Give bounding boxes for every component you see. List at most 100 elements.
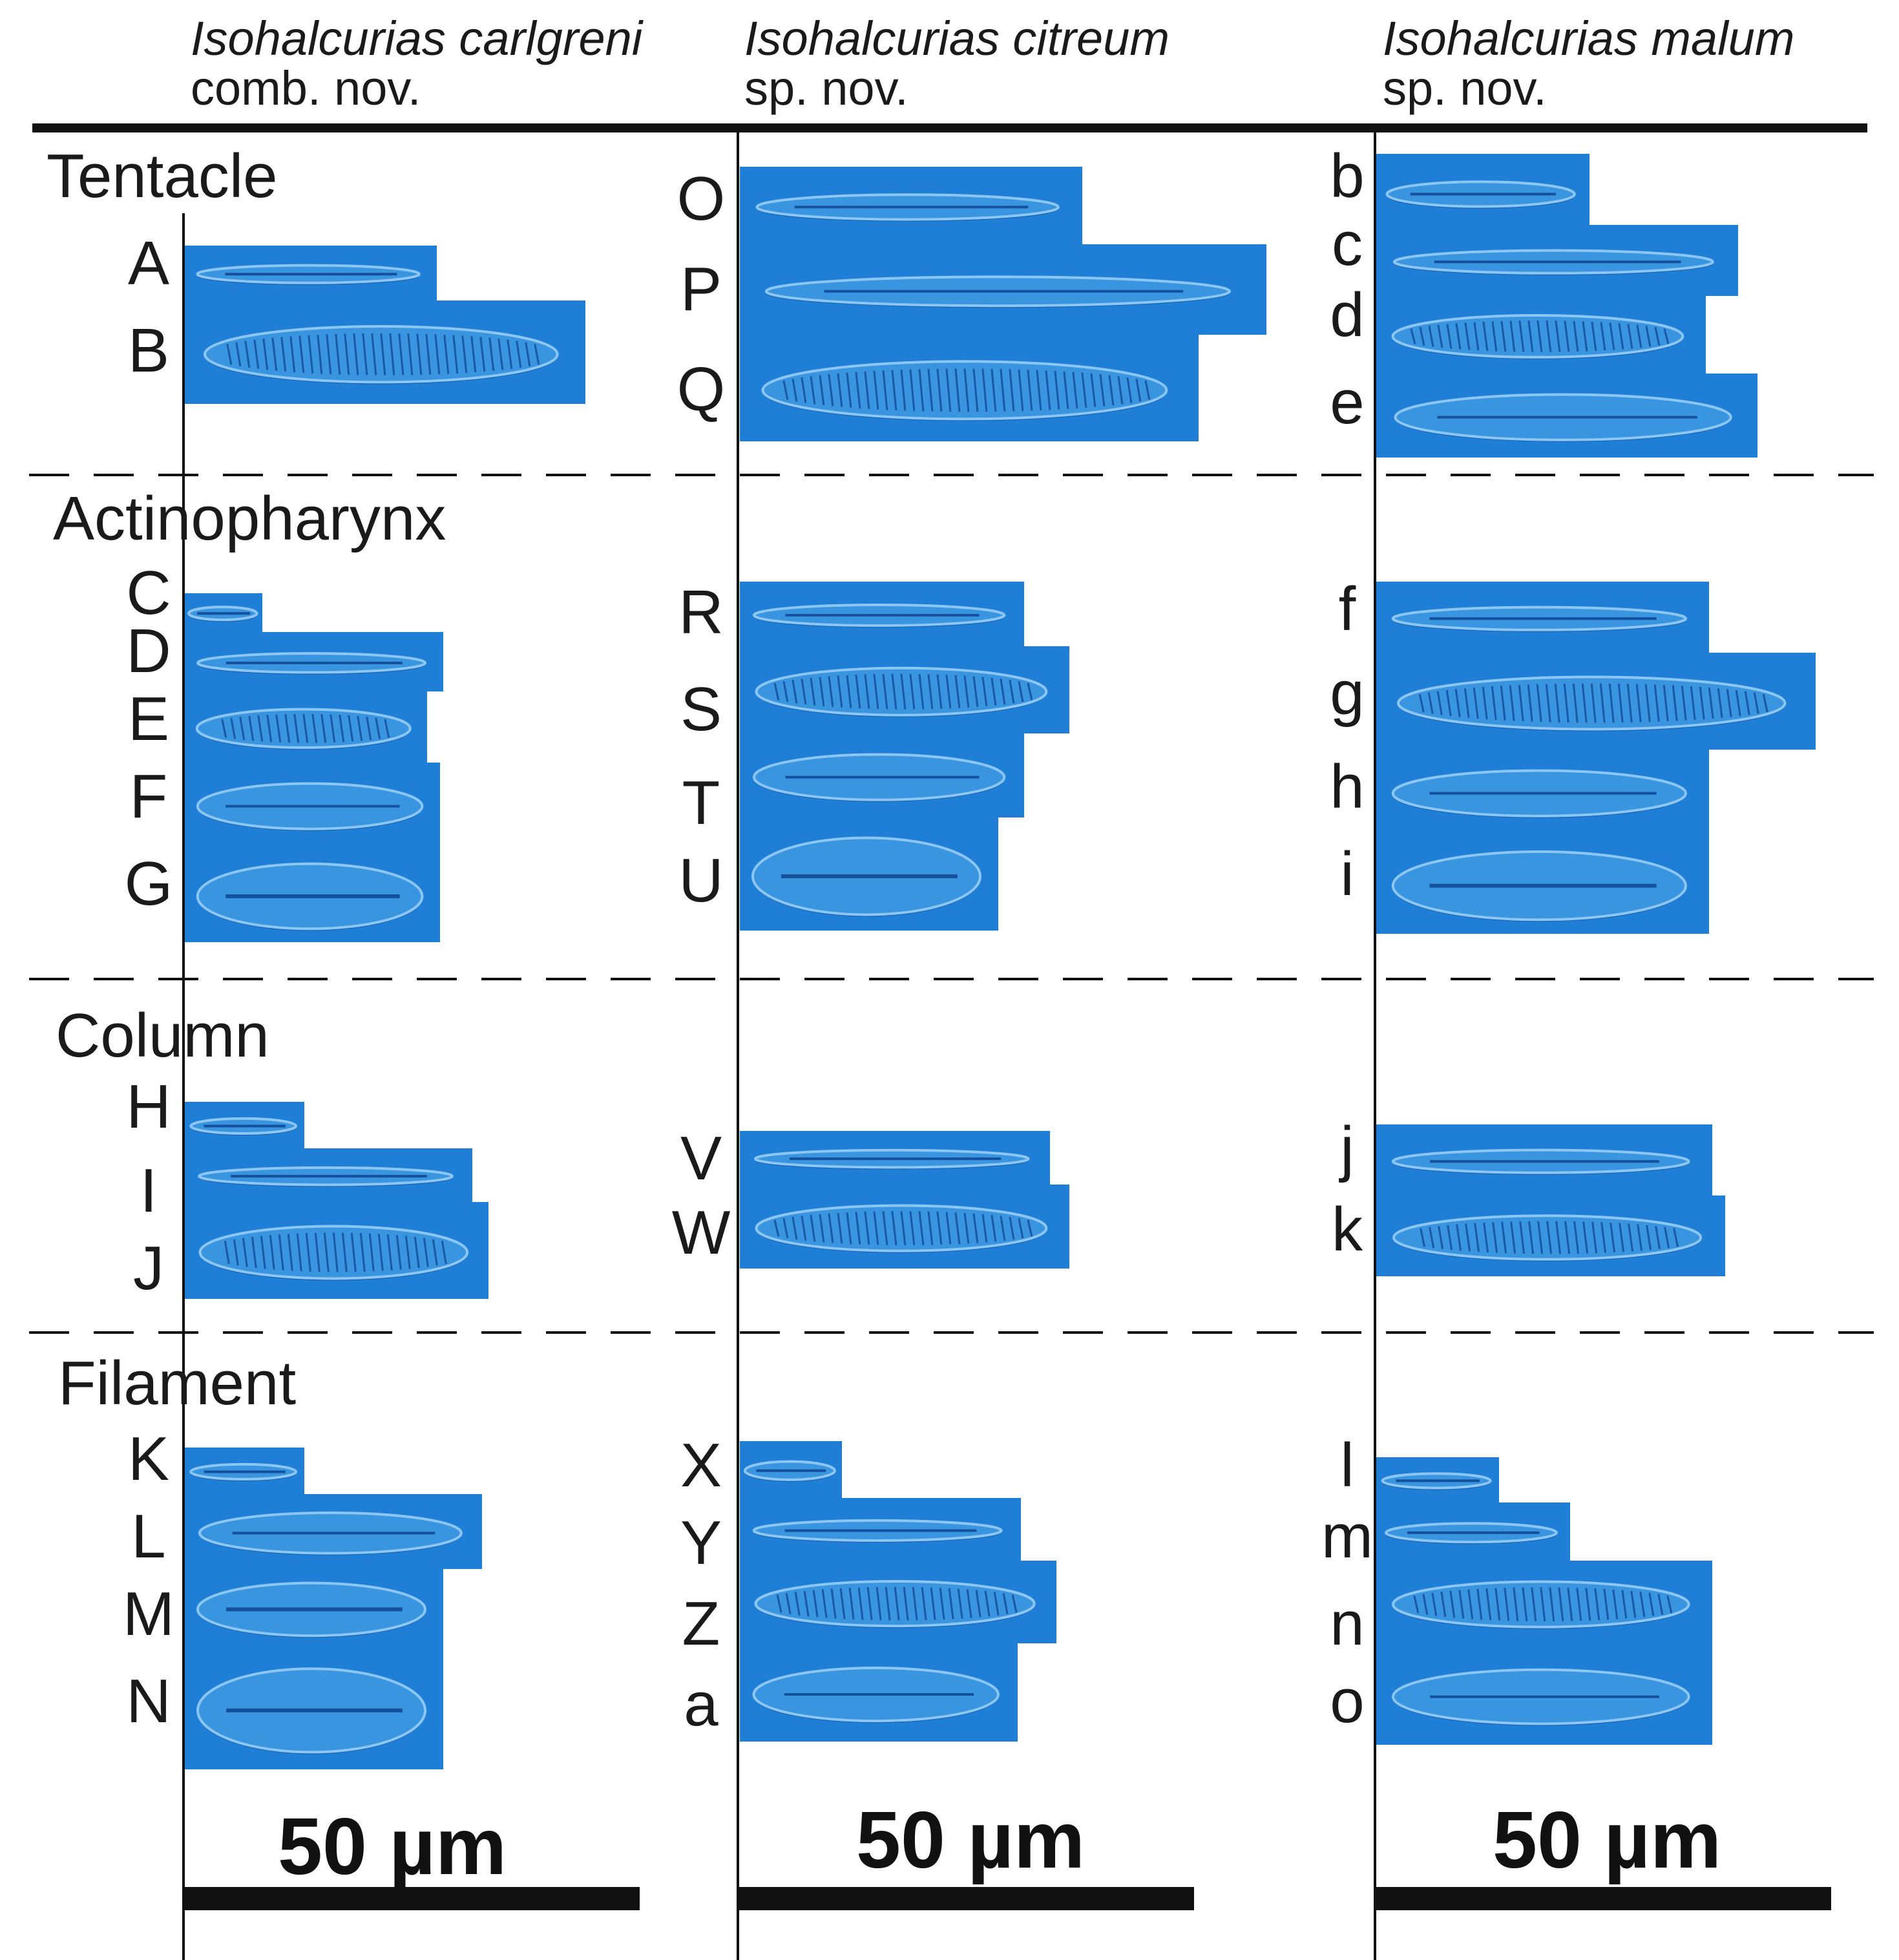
panel-letter: I — [140, 1156, 158, 1225]
panel-letter: R — [678, 578, 723, 647]
capsule-striation — [353, 333, 359, 375]
nematocyst-panel — [185, 1148, 472, 1202]
capsule-striation — [1509, 685, 1515, 721]
capsule-striation — [773, 1219, 780, 1237]
capsule-striation — [1482, 321, 1489, 352]
nematocyst-panel — [1376, 1561, 1712, 1645]
panel-letter: H — [126, 1072, 171, 1141]
capsule-striation — [1639, 1591, 1646, 1618]
capsule-striation — [927, 368, 934, 412]
capsule-striation — [1500, 685, 1506, 721]
capsule-striation — [792, 1216, 798, 1240]
nematocyst-panel — [185, 1647, 443, 1769]
capsule-striation — [1619, 1223, 1625, 1252]
capsule-striation — [936, 674, 943, 709]
capsule-striation — [945, 675, 952, 709]
capsule-striation — [1630, 1590, 1637, 1618]
capsule-striation — [876, 1586, 882, 1621]
capsule-striation — [1585, 1588, 1591, 1621]
nematocyst-panel — [740, 335, 1199, 441]
capsule-striation — [1447, 1225, 1453, 1250]
capsule-striation — [320, 714, 327, 743]
capsule-striation — [308, 335, 314, 374]
capsule-striation — [416, 333, 423, 375]
panel-letter: h — [1330, 752, 1364, 821]
capsule-striation — [359, 1233, 366, 1272]
panel-letter: U — [678, 846, 723, 915]
capsule-striation — [1464, 688, 1470, 719]
capsule-striation — [1437, 324, 1443, 348]
panel-letter: L — [131, 1502, 165, 1571]
capsule-striation — [1664, 1227, 1670, 1249]
nematocyst-panel — [185, 691, 427, 763]
nematocyst-panels — [185, 154, 1816, 1769]
capsule-striation — [885, 1586, 891, 1621]
capsule-striation — [1501, 1221, 1507, 1254]
capsule-striation — [1628, 1223, 1634, 1252]
capsule-striation — [302, 713, 309, 743]
capsule-striation — [317, 334, 323, 374]
capsule-striation — [864, 674, 870, 709]
capsule-striation — [1546, 1221, 1553, 1254]
panel-letter: J — [133, 1234, 164, 1303]
capsule-striation — [1436, 691, 1443, 715]
nematocyst-panel — [185, 593, 262, 632]
capsule-striation — [1431, 1592, 1438, 1616]
panel-letter: D — [126, 616, 171, 686]
capsule-striation — [357, 715, 363, 741]
capsule-striation — [1117, 375, 1124, 405]
capsule-striation — [1600, 1222, 1607, 1253]
capsule-striation — [903, 1586, 909, 1621]
capsule-striation — [1708, 687, 1714, 719]
capsule-striation — [224, 1241, 230, 1264]
nematocyst-panel — [740, 817, 998, 931]
capsule-striation — [384, 719, 390, 738]
nematocyst-panel — [1376, 1457, 1499, 1502]
capsule-striation — [299, 335, 305, 374]
capsule-striation — [936, 1211, 943, 1245]
capsule-striation — [375, 717, 381, 739]
capsule-striation — [1000, 1216, 1006, 1241]
capsule-striation — [1045, 370, 1051, 410]
capsule-striation — [377, 1234, 384, 1271]
capsule-striation — [1753, 692, 1759, 714]
capsule-striation — [1036, 370, 1042, 411]
capsule-striation — [801, 377, 807, 403]
capsule-striation — [864, 1211, 870, 1245]
capsule-striation — [498, 338, 504, 370]
nematocyst-panel — [185, 1494, 482, 1569]
capsule-striation — [242, 1238, 248, 1267]
capsule-striation — [963, 1212, 970, 1244]
capsule-striation — [1635, 684, 1642, 722]
capsule-striation — [1510, 1221, 1516, 1254]
capsule-striation — [909, 369, 916, 412]
capsule-striation — [332, 1232, 339, 1272]
panel-letter: Z — [682, 1589, 720, 1658]
nematocyst-panel — [185, 847, 440, 942]
capsule-striation — [866, 1586, 873, 1621]
capsule-striation — [984, 1590, 991, 1617]
capsule-striation — [404, 1236, 411, 1269]
capsule — [1392, 1580, 1690, 1628]
capsule-striation — [1681, 685, 1687, 721]
column-1-species: Isohalcurias carlgreni — [191, 12, 644, 65]
capsule-striation — [936, 368, 943, 412]
capsule-striation — [251, 1236, 257, 1269]
capsule-striation — [821, 1589, 828, 1618]
capsule-striation — [1456, 1224, 1462, 1251]
capsule-striation — [900, 369, 907, 411]
capsule-striation — [972, 1213, 979, 1243]
capsule-striation — [927, 674, 934, 710]
capsule-striation — [1600, 322, 1606, 351]
capsule-striation — [918, 1211, 925, 1245]
nematocyst-panel — [740, 1561, 1056, 1643]
capsule-striation — [1726, 689, 1732, 717]
capsule-striation — [1646, 1225, 1652, 1250]
capsule-striation — [839, 1588, 846, 1619]
capsule-striation — [479, 337, 486, 372]
capsule-striation — [828, 1213, 834, 1243]
capsule-striation — [1666, 1595, 1673, 1614]
capsule-striation — [226, 344, 233, 365]
capsule-striation — [837, 1212, 843, 1244]
capsule-striation — [1599, 683, 1606, 723]
